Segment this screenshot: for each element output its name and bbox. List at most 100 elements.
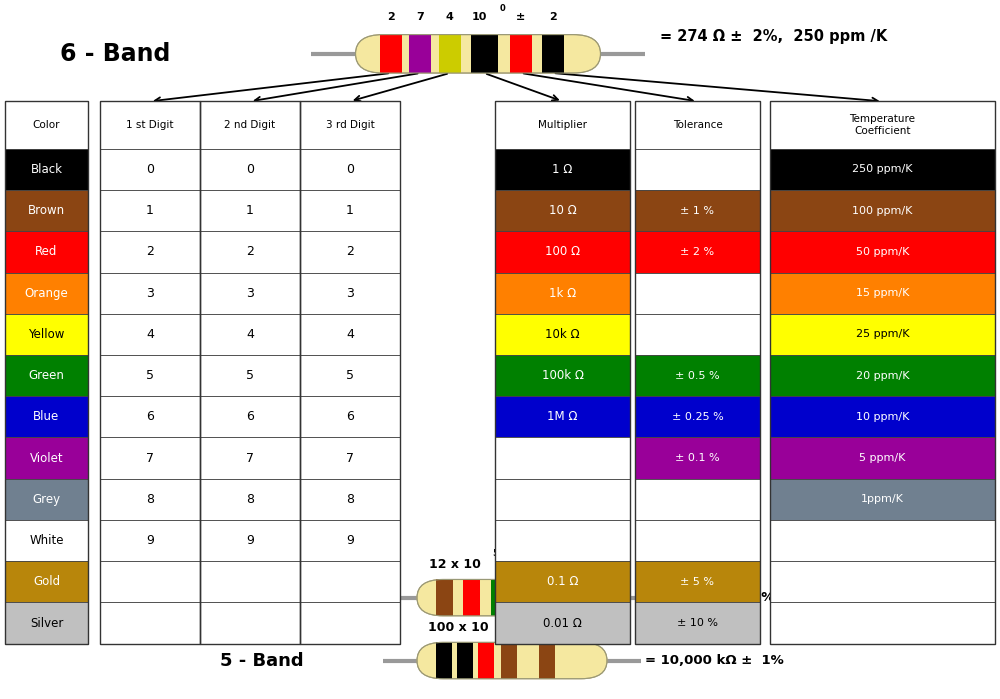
Bar (200, 314, 300, 355)
Text: 5: 5 (246, 369, 254, 382)
Bar (471, 34, 498, 73)
Text: Multiplier: Multiplier (538, 120, 587, 130)
Bar (770, 101, 995, 149)
Bar (200, 149, 300, 190)
Bar (100, 314, 200, 355)
Text: 9: 9 (346, 534, 354, 547)
Text: 1k Ω: 1k Ω (549, 287, 576, 300)
Bar (770, 190, 995, 231)
Text: 6: 6 (346, 410, 354, 424)
Text: 3: 3 (346, 287, 354, 300)
Text: 10: 10 (471, 12, 487, 22)
Bar (5, 190, 88, 231)
Bar (635, 479, 760, 520)
Text: 0: 0 (146, 163, 154, 176)
Bar (5, 231, 88, 273)
Bar (300, 190, 400, 231)
Bar (495, 190, 630, 231)
Text: 1M Ω: 1M Ω (547, 410, 578, 424)
Text: ±: ± (516, 12, 526, 22)
Bar (100, 603, 200, 644)
Bar (300, 101, 400, 149)
Bar (495, 273, 630, 314)
Bar (770, 479, 995, 520)
Text: ± 5 %: ± 5 % (680, 577, 714, 587)
Bar (478, 642, 494, 679)
Bar (635, 396, 760, 438)
Text: Green: Green (29, 369, 64, 382)
Bar (100, 520, 200, 561)
Text: 20 ppm/K: 20 ppm/K (856, 370, 909, 381)
Bar (100, 396, 200, 438)
Bar (100, 190, 200, 231)
Bar (5, 273, 88, 314)
Bar (300, 314, 400, 355)
Text: 8: 8 (146, 493, 154, 506)
Bar (436, 642, 452, 679)
Text: 9: 9 (246, 534, 254, 547)
Text: 50 ppm/K: 50 ppm/K (856, 247, 909, 257)
Bar (495, 149, 630, 190)
Bar (200, 190, 300, 231)
Text: 3 rd Digit: 3 rd Digit (326, 120, 374, 130)
Bar (436, 579, 453, 616)
Bar (770, 273, 995, 314)
Bar (300, 438, 400, 479)
Bar (200, 561, 300, 603)
Text: 5: 5 (146, 369, 154, 382)
Text: ± 0.5 %: ± 0.5 % (675, 370, 720, 381)
Bar (495, 520, 630, 561)
Text: Blue: Blue (33, 410, 60, 424)
Text: 12 x 10: 12 x 10 (429, 558, 481, 570)
Text: 0: 0 (246, 163, 254, 176)
Text: 1ppm/K: 1ppm/K (861, 494, 904, 505)
Bar (200, 603, 300, 644)
Bar (100, 101, 200, 644)
Bar (495, 396, 630, 438)
Text: 2: 2 (146, 245, 154, 259)
Text: 8: 8 (346, 493, 354, 506)
Bar (510, 34, 532, 73)
Text: Yellow: Yellow (28, 328, 65, 341)
Bar (300, 355, 400, 396)
Bar (5, 314, 88, 355)
Text: 0.1 Ω: 0.1 Ω (547, 575, 578, 589)
Text: 9: 9 (146, 534, 154, 547)
Bar (491, 579, 508, 616)
Text: 250 ppm/K: 250 ppm/K (852, 164, 913, 175)
Text: Black: Black (30, 163, 62, 176)
Text: 10 Ω: 10 Ω (549, 204, 576, 217)
Bar (5, 101, 88, 644)
Bar (200, 231, 300, 273)
FancyBboxPatch shape (356, 34, 600, 73)
Bar (5, 561, 88, 603)
Bar (770, 520, 995, 561)
Text: 2: 2 (549, 12, 557, 22)
Bar (300, 479, 400, 520)
Bar (380, 34, 402, 73)
Text: 7: 7 (417, 12, 424, 22)
Bar (5, 479, 88, 520)
Text: 3: 3 (246, 287, 254, 300)
Bar (635, 520, 760, 561)
Bar (770, 355, 995, 396)
FancyBboxPatch shape (417, 642, 607, 679)
Text: = 274 Ω ±  2%,  250 ppm /K: = 274 Ω ± 2%, 250 ppm /K (660, 29, 887, 44)
Bar (635, 101, 760, 149)
Text: 5 ppm/K: 5 ppm/K (859, 453, 906, 463)
Bar (495, 314, 630, 355)
Bar (770, 314, 995, 355)
Text: Orange: Orange (25, 287, 68, 300)
Text: = 1,200 kΩ ±  5%: = 1,200 kΩ ± 5% (645, 591, 774, 604)
Bar (770, 396, 995, 438)
Bar (5, 438, 88, 479)
Bar (495, 438, 630, 479)
Text: = 10,000 kΩ ±  1%: = 10,000 kΩ ± 1% (645, 654, 784, 667)
Bar (300, 273, 400, 314)
Bar (5, 101, 88, 149)
Bar (5, 149, 88, 190)
Bar (409, 34, 431, 73)
Text: Color: Color (33, 120, 60, 130)
Bar (300, 231, 400, 273)
Bar (770, 231, 995, 273)
